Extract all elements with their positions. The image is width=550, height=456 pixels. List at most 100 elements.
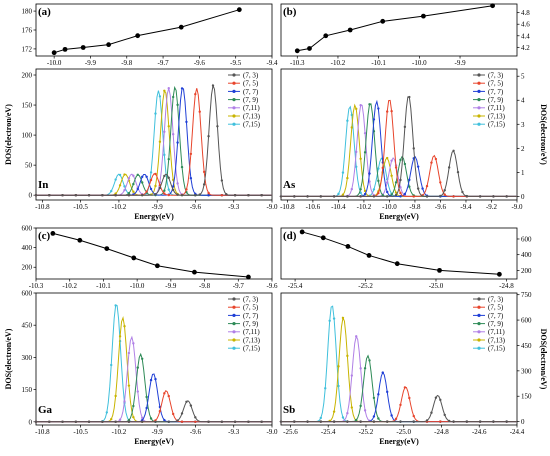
legend-marker xyxy=(232,106,236,110)
legend-item: (7,13) xyxy=(473,112,506,120)
dos-marker xyxy=(114,178,117,181)
dos-marker xyxy=(176,182,179,185)
panel-a: -10.0 -9.9 -9.8 -9.7 -9.6 -9.5 -9.4 172 176 180 (a… xyxy=(22,3,278,67)
dos-marker xyxy=(163,418,166,422)
dos-marker xyxy=(118,184,122,187)
dos-marker xyxy=(368,359,371,362)
dos-marker xyxy=(363,192,367,196)
y-tick-label: 4.2 xyxy=(521,44,530,52)
legend-label: (7,11) xyxy=(243,328,260,336)
dos-marker xyxy=(48,193,51,197)
legend-item: (7, 7) xyxy=(473,312,504,320)
y-tick-label: 2 xyxy=(521,145,525,153)
dos-marker xyxy=(176,193,179,196)
dos-marker xyxy=(355,165,358,168)
dos-marker xyxy=(163,89,166,93)
dos-curve-6 xyxy=(36,304,272,423)
data-point xyxy=(394,261,400,267)
x-tick-label: -10.1 xyxy=(96,282,111,290)
plot-frame xyxy=(280,68,518,201)
dos-marker xyxy=(171,95,175,99)
y-tick-label: 750 xyxy=(521,291,532,299)
dos-markers-6 xyxy=(34,95,263,197)
dos-marker xyxy=(328,319,331,322)
x-axis-label: Energy(eV) xyxy=(379,212,419,221)
dos-marker xyxy=(492,420,495,423)
legend-marker xyxy=(477,89,481,93)
dos-marker xyxy=(505,195,508,198)
legend-item: (7, 5) xyxy=(228,304,259,312)
dos-marker xyxy=(114,394,117,398)
legend-item: (7, 3) xyxy=(228,71,259,79)
legend: (7, 3)(7, 5)(7, 7)(7, 9)(7,11)(7,13)(7,1… xyxy=(473,295,506,353)
data-point xyxy=(323,33,329,39)
dos-marker xyxy=(167,193,170,197)
x-tick-label: -9.2 xyxy=(486,203,498,211)
dos-marker xyxy=(176,419,179,422)
dos-marker xyxy=(163,174,166,178)
legend-marker xyxy=(232,114,236,118)
data-point xyxy=(80,45,86,50)
dos-curve-2 xyxy=(36,373,272,423)
x-tick-label: -9.9 xyxy=(152,428,164,436)
x-tick-label: -10.2 xyxy=(331,59,346,67)
dos-marker xyxy=(447,166,451,169)
legend-label: (7, 9) xyxy=(243,320,259,328)
y-tick-label: 200 xyxy=(22,264,33,272)
y-tick-label: 1 xyxy=(521,169,525,177)
dos-marker xyxy=(198,110,201,113)
x-axis-label: Energy(eV) xyxy=(134,212,174,221)
dos-curve-5 xyxy=(281,316,517,423)
legend-marker xyxy=(477,98,481,102)
y-tick-label: 400 xyxy=(521,251,532,259)
dos-marker xyxy=(386,190,389,194)
y-tick-label: 150 xyxy=(22,102,33,110)
dos-marker xyxy=(74,193,78,197)
dos-marker xyxy=(293,420,296,423)
dos-marker xyxy=(341,416,345,419)
dos-marker xyxy=(123,185,126,188)
x-tick-label: -10.0 xyxy=(412,59,427,67)
x-tick-label: -10.0 xyxy=(382,203,397,211)
dos-marker xyxy=(350,406,353,409)
dos-marker xyxy=(306,195,309,198)
dos-marker xyxy=(465,194,469,198)
legend-label: (7,13) xyxy=(243,112,261,120)
dos-marker xyxy=(136,366,139,369)
data-point xyxy=(178,24,184,30)
element-label: In xyxy=(38,179,48,191)
dos-marker xyxy=(225,192,228,196)
dos-marker xyxy=(341,193,345,196)
x-tick-label: -9.4 xyxy=(266,59,278,67)
plot-frame xyxy=(35,292,273,426)
dos-marker xyxy=(443,413,446,417)
y-axis-label: DOS(electron/eV) xyxy=(4,104,13,165)
data-point xyxy=(437,267,442,273)
y-tick-label: 0 xyxy=(29,418,33,426)
y-tick-label: 600 xyxy=(22,225,33,233)
dos-marker xyxy=(399,420,402,423)
dos-marker xyxy=(145,175,148,178)
legend-label: (7, 5) xyxy=(488,80,504,88)
dos-marker xyxy=(145,190,148,193)
legend-item: (7, 9) xyxy=(473,320,504,328)
dos-marker xyxy=(87,420,91,423)
x-tick-label: -9.0 xyxy=(266,428,278,436)
legend-item: (7, 9) xyxy=(228,96,259,104)
panel-label: (a) xyxy=(38,6,51,18)
panel-label: (d) xyxy=(283,230,297,242)
legend-item: (7,13) xyxy=(228,112,261,120)
dos-marker xyxy=(408,178,411,182)
legend-item: (7, 3) xyxy=(228,295,259,303)
x-tick-label: -9.6 xyxy=(435,203,447,211)
dos-marker xyxy=(386,110,389,113)
dos-marker xyxy=(350,113,353,117)
data-point xyxy=(77,237,83,243)
dos-marker xyxy=(141,175,144,179)
dos-marker xyxy=(355,335,358,338)
dos-marker xyxy=(377,179,380,183)
dos-marker xyxy=(346,195,349,198)
dos-markers-0 xyxy=(34,84,263,197)
x-axis-label: Energy(eV) xyxy=(379,437,419,446)
dos-marker xyxy=(430,411,433,414)
